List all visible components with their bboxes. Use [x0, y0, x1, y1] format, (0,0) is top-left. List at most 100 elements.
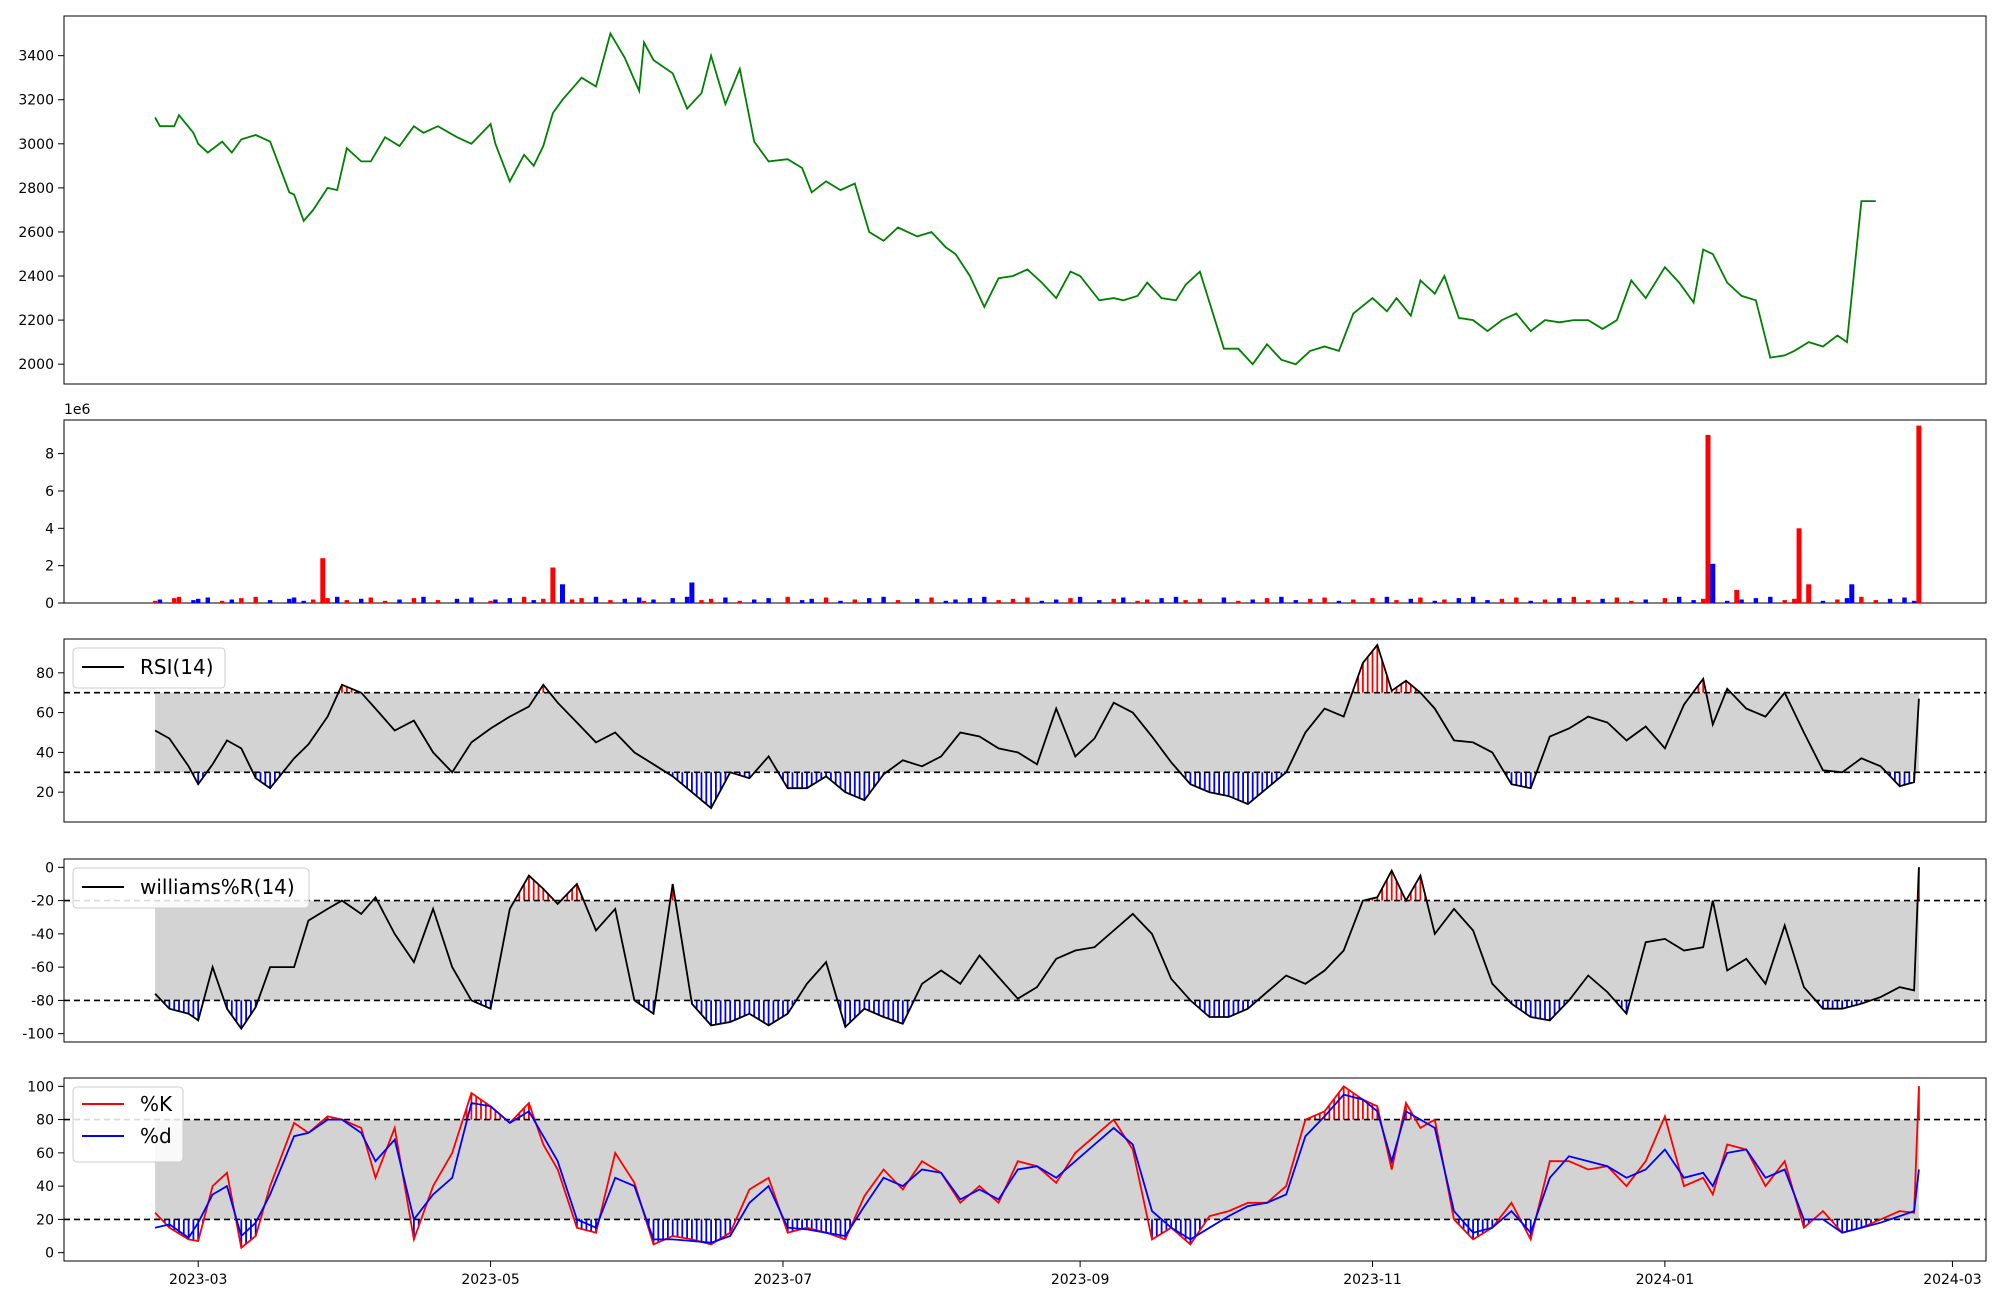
rsi-legend-label: RSI(14) — [140, 655, 214, 679]
volume-bar — [493, 599, 498, 603]
volume-bar — [881, 596, 886, 603]
price-y-tick-label: 2400 — [18, 269, 54, 285]
volume-bar — [799, 600, 805, 603]
volume-bar — [708, 598, 714, 603]
rsi-y-tick-label: 60 — [36, 706, 54, 722]
volume-bar — [982, 596, 987, 603]
price-y-tick-label: 3000 — [18, 137, 54, 153]
price-y-tick-label: 2200 — [18, 313, 54, 329]
volume-bar — [1077, 596, 1083, 603]
volume-y-tick-label: 0 — [45, 596, 54, 612]
volume-bar — [531, 600, 536, 603]
stochastic-legend: %K %d — [72, 1086, 184, 1163]
volume-bar — [421, 596, 426, 603]
volume-bar — [1111, 598, 1116, 603]
volume-bar — [809, 598, 814, 603]
volume-bar — [368, 597, 373, 603]
volume-bar — [1039, 600, 1044, 603]
volume-bar — [311, 599, 316, 603]
volume-bar — [550, 567, 556, 603]
volume-bar — [641, 600, 647, 603]
stochastic-y-tick-label: 60 — [36, 1146, 54, 1162]
volume-bar — [785, 596, 790, 603]
volume-bar — [1485, 600, 1490, 603]
volume-bar — [320, 558, 326, 603]
volume-bar — [1859, 596, 1864, 603]
volume-bar — [1173, 596, 1179, 603]
volume-bar — [1753, 598, 1759, 603]
volume-bar — [1586, 600, 1591, 603]
x-tick-label: 2023-09 — [1051, 1272, 1110, 1288]
volume-bar — [737, 600, 742, 603]
volume-bar — [1739, 599, 1744, 603]
volume-bar — [1418, 597, 1423, 603]
x-tick-label: 2023-07 — [754, 1272, 813, 1288]
volume-bar — [622, 598, 627, 603]
volume-bar — [1121, 597, 1126, 603]
volume-bar — [1010, 598, 1016, 603]
volume-bar — [823, 597, 829, 603]
volume-bar — [560, 584, 565, 603]
volume-plot-area — [152, 425, 1922, 603]
volume-bar — [1710, 563, 1716, 603]
volume-axes-frame — [63, 419, 1987, 604]
stochastic-oversold-fill — [163, 1219, 1877, 1248]
volume-y-tick-label: 8 — [45, 447, 54, 463]
stochastic-y-tick-label: 20 — [36, 1212, 54, 1228]
williams-y-tick-label: -80 — [31, 993, 54, 1009]
volume-bar — [1873, 600, 1878, 603]
volume-bar — [766, 598, 771, 603]
volume-bar — [670, 598, 675, 603]
rsi-oversold-fill — [192, 772, 1915, 809]
date-x-axis: 2023-03 2023-05 2023-07 2023-09 2023-11 2024-… — [169, 1261, 1982, 1288]
volume-bar — [867, 598, 872, 603]
price-axes-frame — [63, 15, 1987, 385]
volume-bar — [1796, 528, 1802, 603]
rsi-plot-area — [64, 643, 1986, 810]
stochastic-overbought-fill — [326, 1086, 1920, 1120]
volume-y-tick-label: 6 — [45, 484, 54, 500]
volume-bar — [1662, 598, 1668, 603]
volume-bar — [1408, 598, 1413, 603]
price-line — [154, 31, 1876, 366]
price-y-tick-label: 2000 — [18, 357, 54, 373]
price-panel: 2000 2200 2400 2600 2800 3000 3200 3400 — [18, 15, 1987, 385]
volume-bar — [1442, 599, 1447, 603]
volume-bar — [1097, 600, 1102, 603]
volume-bar — [1792, 598, 1797, 603]
volume-bar — [943, 600, 949, 603]
rsi-legend-box — [72, 647, 226, 689]
volume-bar — [929, 597, 934, 603]
x-tick-label: 2023-03 — [169, 1272, 228, 1288]
price-y-tick-label: 3200 — [18, 93, 54, 109]
volume-bar — [267, 600, 273, 603]
volume-bar — [1456, 598, 1461, 603]
volume-bar — [569, 599, 575, 603]
volume-bar — [1887, 598, 1893, 603]
volume-bar — [1068, 598, 1073, 603]
volume-bar — [689, 582, 695, 603]
williams-line — [154, 867, 1920, 1031]
volume-y-axis: 0 2 4 6 8 — [45, 447, 64, 612]
volume-bar — [967, 598, 973, 603]
volume-bar — [1197, 598, 1203, 603]
volume-bar — [507, 598, 512, 603]
volume-bar — [191, 600, 196, 603]
volume-bar — [287, 598, 292, 603]
volume-bar — [411, 598, 417, 603]
stochastic-plot-area — [64, 1085, 1986, 1250]
volume-bar — [335, 596, 340, 603]
volume-bar — [1614, 597, 1620, 603]
volume-bar — [1384, 596, 1390, 603]
volume-bar — [1135, 600, 1140, 603]
williams-legend-box — [72, 867, 310, 909]
volume-bar — [996, 600, 1001, 603]
volume-bar — [1911, 600, 1917, 603]
volume-bar — [1293, 600, 1298, 603]
volume-bar — [1705, 434, 1711, 603]
volume-bar — [1322, 597, 1327, 603]
volume-bar — [1528, 600, 1533, 603]
volume-bar — [699, 600, 704, 603]
volume-bar — [1236, 600, 1241, 603]
volume-bar — [301, 600, 306, 603]
